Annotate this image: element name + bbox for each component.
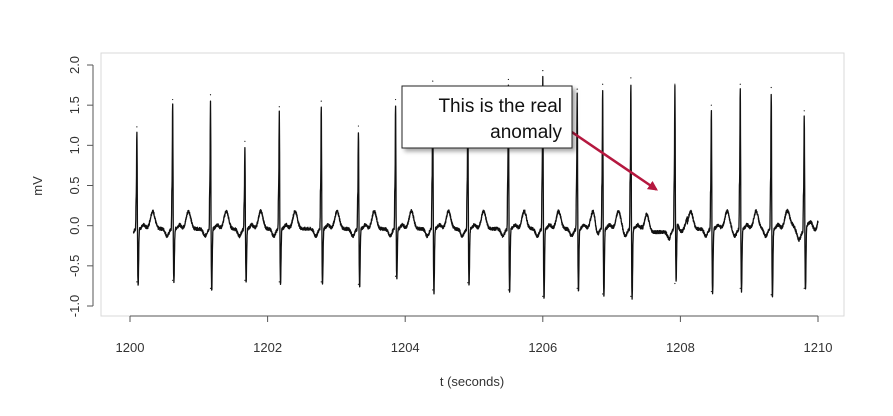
- annotation-box: [401, 85, 573, 149]
- y-axis-title: mV: [30, 176, 45, 196]
- s-trough: [542, 295, 544, 297]
- r-peak: [739, 83, 741, 85]
- x-tick-label: 1208: [666, 340, 695, 355]
- s-trough: [803, 287, 805, 289]
- r-peak: [630, 77, 632, 79]
- r-peak: [209, 94, 212, 96]
- r-peak: [507, 78, 509, 81]
- x-tick-label: 1210: [804, 340, 833, 355]
- r-peak: [320, 100, 322, 102]
- r-peak: [278, 106, 280, 108]
- y-tick-label: 1.5: [67, 96, 82, 114]
- x-tick-label: 1200: [116, 340, 145, 355]
- s-trough: [432, 289, 434, 291]
- y-tick-label: 0.5: [67, 176, 82, 194]
- r-peak: [542, 70, 544, 72]
- y-tick-label: 1.0: [67, 136, 82, 154]
- x-tick-label: 1204: [391, 340, 420, 355]
- annotation-line-1: This is the real: [438, 96, 562, 117]
- x-axis-title: t (seconds): [440, 374, 504, 389]
- s-trough: [278, 281, 280, 283]
- s-trough: [320, 281, 322, 283]
- r-peak: [803, 110, 805, 112]
- r-peak: [394, 98, 397, 101]
- r-peak: [710, 104, 712, 106]
- s-trough: [602, 293, 604, 295]
- s-trough: [394, 275, 397, 277]
- s-trough: [674, 282, 676, 285]
- annotation-arrow: [559, 122, 658, 191]
- s-trough: [172, 279, 174, 281]
- r-peak: [602, 83, 604, 85]
- s-trough: [710, 290, 712, 293]
- series-layer: [132, 70, 819, 300]
- s-trough: [244, 279, 246, 281]
- x-tick-label: 1202: [253, 340, 282, 355]
- s-trough: [770, 294, 772, 296]
- r-peak: [576, 88, 578, 90]
- r-peak: [357, 125, 360, 127]
- r-peak: [136, 126, 138, 128]
- y-axis: -1.0 -0.5 0.0 0.5 1.0 1.5 2.0: [67, 56, 94, 317]
- s-trough: [209, 287, 212, 289]
- s-trough: [739, 287, 741, 289]
- ecg-trace: [132, 75, 819, 300]
- y-tick-label: -0.5: [67, 255, 82, 277]
- s-trough: [467, 282, 469, 284]
- y-tick-label: 0.0: [67, 217, 82, 235]
- x-axis: 1200 1202 1204 1206 1208 1210: [116, 315, 833, 355]
- anomaly-annotation: This is the real anomaly: [401, 85, 658, 191]
- s-trough: [576, 287, 578, 289]
- s-trough: [507, 289, 509, 291]
- s-trough: [136, 281, 138, 283]
- s-trough: [630, 295, 632, 297]
- s-trough: [357, 283, 360, 285]
- y-tick-label: 2.0: [67, 56, 82, 74]
- r-peak: [432, 80, 434, 82]
- x-tick-label: 1206: [528, 340, 557, 355]
- r-peak: [674, 83, 676, 85]
- y-tick-label: -1.0: [67, 295, 82, 317]
- r-peak: [770, 86, 772, 89]
- annotation-line-2: anomaly: [490, 122, 562, 143]
- r-peak: [244, 140, 246, 142]
- r-peak: [172, 98, 174, 101]
